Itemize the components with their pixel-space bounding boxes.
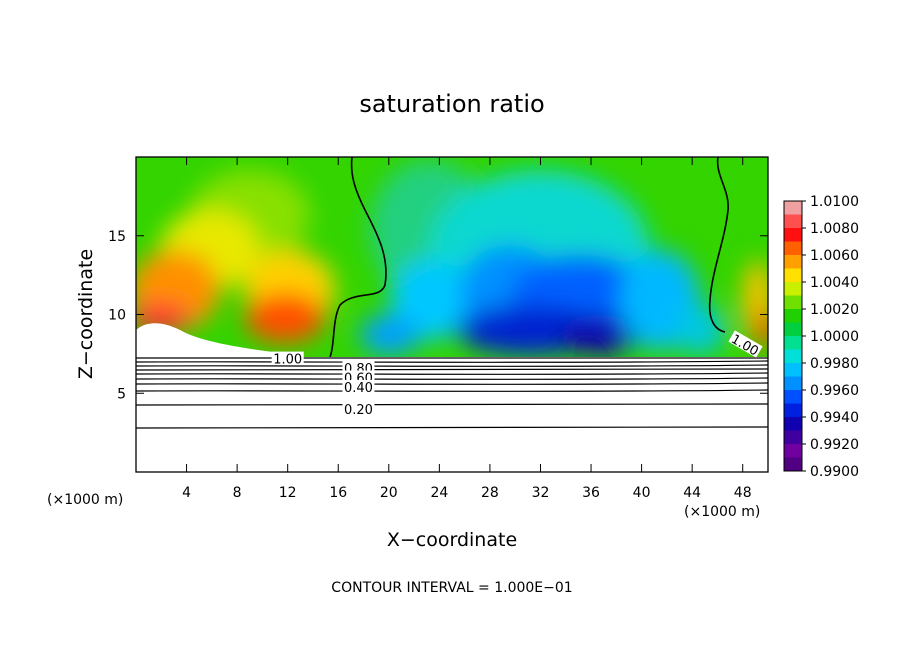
colorbar-label: 0.9920 <box>810 437 859 453</box>
contour-label: 0.40 <box>344 381 373 396</box>
colorbar-swatch <box>784 417 802 431</box>
y-tick-label: 10 <box>108 308 126 324</box>
x-tick-label: 16 <box>329 485 347 501</box>
colorbar-label: 1.0040 <box>810 275 859 291</box>
colorbar-label: 0.9940 <box>810 410 859 426</box>
colorbar-label: 1.0080 <box>810 221 859 237</box>
colorbar-label: 1.0100 <box>810 194 859 210</box>
x-tick-label: 28 <box>481 485 499 501</box>
contour-label-bg <box>728 330 763 358</box>
colorbar-swatch <box>784 376 802 391</box>
y-axis-label: Z−coordinate <box>75 249 97 379</box>
colorbar-swatch <box>784 228 802 242</box>
colorbar-swatch <box>784 444 802 458</box>
x-tick-label: 44 <box>683 485 701 501</box>
x-tick-label: 8 <box>233 485 242 501</box>
colorbar-swatch <box>784 201 802 215</box>
contour-label: 0.20 <box>344 403 373 418</box>
plot-area: 1.001.000.800.600.400.20 4 8 12 16 20 24 28 32 3… <box>108 156 769 501</box>
x-tick-label: 12 <box>279 485 297 501</box>
colorbar-swatch <box>784 255 802 269</box>
colorbar-swatch <box>784 390 802 404</box>
colorbar-swatch <box>784 430 802 445</box>
x-tick-label: 48 <box>734 485 752 501</box>
colorbar-swatch <box>784 322 802 337</box>
colorbar-swatch <box>784 309 802 323</box>
x-tick-label: 4 <box>182 485 191 501</box>
colorbar-swatch <box>784 457 802 472</box>
colorbar-swatch <box>784 268 802 283</box>
x-tick-label: 36 <box>582 485 600 501</box>
lower-contours <box>135 357 769 429</box>
colorbar-label: 0.9980 <box>810 356 859 372</box>
contour-label-bg <box>342 402 375 415</box>
x-tick-label: 40 <box>633 485 651 501</box>
colorbar-label: 1.0060 <box>810 248 859 264</box>
colorbar-swatch <box>784 349 802 364</box>
x-tick-label: 20 <box>380 485 398 501</box>
colorbar: 1.0100 1.0080 1.0060 1.0040 1.0020 1.0000 0.99… <box>783 194 859 480</box>
colorbar-swatch <box>784 214 802 229</box>
saturation-field <box>136 157 768 357</box>
contour-label-bg <box>342 379 375 393</box>
contour-label: 1.00 <box>273 353 302 368</box>
colorbar-swatch <box>784 403 802 418</box>
colorbar-swatch <box>784 241 802 256</box>
colorbar-swatch <box>784 282 802 296</box>
colorbar-label: 1.0020 <box>810 302 859 318</box>
colorbar-swatch <box>784 336 802 350</box>
y-axis: 5 10 15 <box>108 229 768 402</box>
chart-title: saturation ratio <box>359 90 544 118</box>
contour-labels: 1.001.000.800.600.400.20 <box>271 330 763 418</box>
x-tick-label: 32 <box>532 485 550 501</box>
contour-interval-note: CONTOUR INTERVAL = 1.000E−01 <box>331 580 572 596</box>
contour-label-bg <box>271 351 304 365</box>
x-tick-label: 24 <box>430 485 448 501</box>
colorbar-swatch <box>784 363 802 377</box>
colorbar-label: 0.9960 <box>810 383 859 399</box>
colorbar-label: 1.0000 <box>810 329 859 345</box>
x-axis: 4 8 12 16 20 24 28 32 36 40 44 48 <box>182 157 752 501</box>
x-axis-label: X−coordinate <box>387 529 517 551</box>
z-unit-label: (×1000 m) <box>47 492 123 508</box>
colorbar-label: 0.9900 <box>810 464 859 480</box>
x-unit-label: (×1000 m) <box>684 504 760 520</box>
colorbar-swatch <box>784 295 802 310</box>
y-tick-label: 15 <box>108 229 126 245</box>
y-tick-label: 5 <box>117 386 126 402</box>
